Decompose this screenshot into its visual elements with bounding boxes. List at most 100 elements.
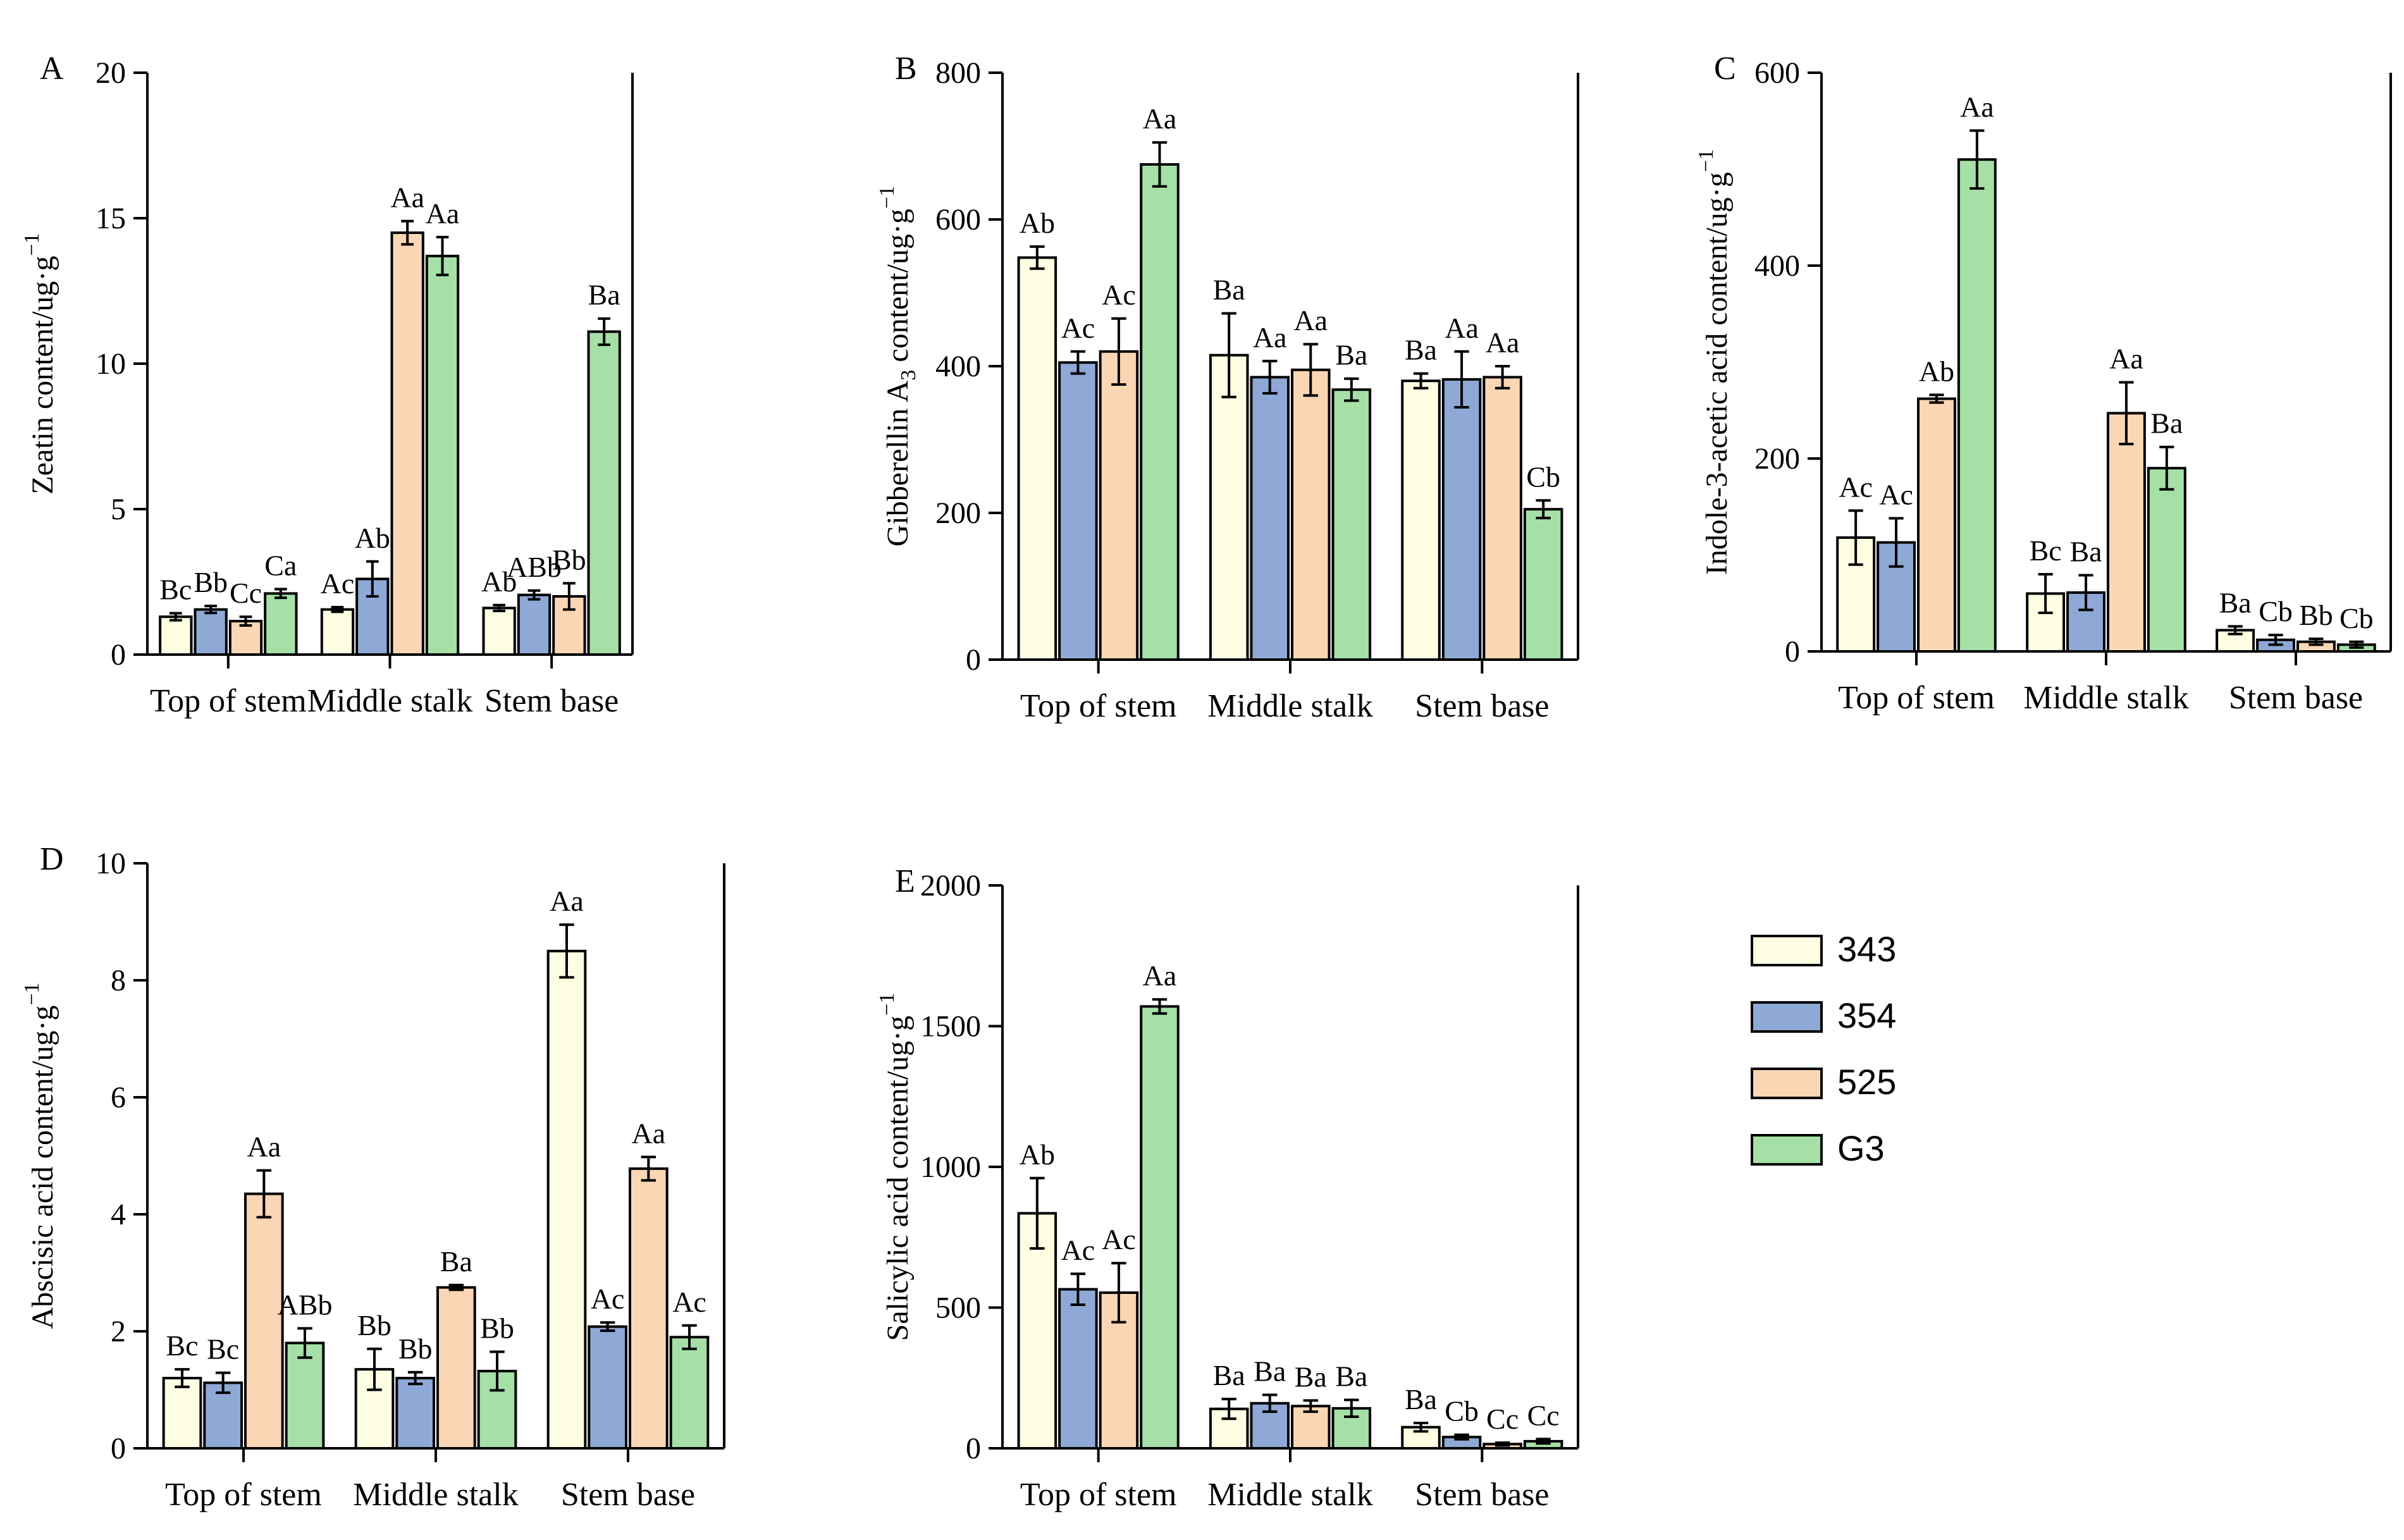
significance-label: Bc xyxy=(166,1329,198,1362)
y-tick-label: 200 xyxy=(935,496,981,530)
bar-525-middle-stalk xyxy=(2107,412,2146,653)
bar-354-stem-base xyxy=(588,1325,628,1450)
y-tick-label: 2000 xyxy=(920,869,981,902)
bar-343-middle-stalk xyxy=(354,1368,395,1450)
x-tick-label: Top of stem xyxy=(1020,1477,1177,1513)
error-bar xyxy=(297,1327,312,1359)
significance-label: Bc xyxy=(159,574,192,606)
bar-g3-middle-stalk xyxy=(425,254,460,656)
error-bar xyxy=(2308,638,2324,646)
error-bar xyxy=(2228,625,2243,636)
bar-343-stem-base xyxy=(1401,379,1441,661)
significance-label: Ba xyxy=(440,1245,472,1278)
significance-label: Cb xyxy=(1526,460,1560,493)
error-bar xyxy=(598,317,611,347)
significance-label: Ac xyxy=(672,1286,706,1318)
error-bar xyxy=(2349,640,2364,649)
bar-g3-top-of-stem xyxy=(1957,158,1997,653)
significance-label: Ac xyxy=(321,567,355,600)
error-bar xyxy=(1152,998,1168,1015)
panel-d: 0 2 4 6 8 10 D Abscisic acid content/ug·g−1 Top … xyxy=(20,841,725,1513)
bar-343-top-of-stem xyxy=(1017,1212,1057,1450)
error-bar xyxy=(1303,343,1318,397)
significance-label: Aa xyxy=(1293,304,1328,336)
significance-label: Aa xyxy=(390,182,424,214)
significance-label: Bc xyxy=(207,1333,239,1365)
bar-343-stem-base xyxy=(482,607,516,656)
significance-label: Aa xyxy=(1445,312,1479,344)
x-tick-label: Middle stalk xyxy=(2023,680,2188,716)
bar-525-top-of-stem xyxy=(1917,397,1956,653)
error-bar xyxy=(1221,1398,1236,1420)
x-tick-label: Stem base xyxy=(2229,680,2363,716)
error-bar xyxy=(1889,517,1904,568)
error-bar xyxy=(1262,1393,1278,1414)
significance-label: Cc xyxy=(1527,1399,1560,1431)
bar-354-top-of-stem xyxy=(1058,1288,1098,1450)
x-tick-label: Top of stem xyxy=(165,1477,322,1513)
legend-label: 343 xyxy=(1837,929,1896,969)
error-bar xyxy=(493,603,506,612)
significance-label: Ba xyxy=(1335,1360,1367,1392)
error-bar xyxy=(1303,1399,1318,1414)
error-bar xyxy=(1070,1272,1086,1307)
error-bar xyxy=(1070,350,1086,375)
y-axis-title: Abscisic acid content/ug·g−1 xyxy=(20,982,59,1329)
significance-label: Aa xyxy=(632,1117,666,1149)
y-axis-title: Zeatin content/ug·g−1 xyxy=(20,233,59,494)
significance-label: Cc xyxy=(230,577,262,609)
bar-343-stem-base xyxy=(546,949,587,1450)
error-bar xyxy=(2038,573,2053,614)
error-bar xyxy=(490,1350,505,1392)
bar-354-middle-stalk xyxy=(395,1377,436,1450)
error-bar xyxy=(1413,1421,1429,1433)
significance-label: Cc xyxy=(1486,1403,1519,1435)
significance-label: Ac xyxy=(1061,312,1095,344)
error-bar xyxy=(1344,1398,1359,1419)
error-bar xyxy=(600,1321,615,1333)
bar-g3-stem-base xyxy=(587,330,621,656)
bar-354-top-of-stem xyxy=(1058,361,1098,661)
error-bar xyxy=(401,219,414,246)
y-tick-label: 20 xyxy=(96,56,126,90)
significance-label: Aa xyxy=(1960,91,1994,123)
bar-354-middle-stalk xyxy=(1250,376,1290,662)
error-bar xyxy=(448,1283,464,1291)
legend-swatch xyxy=(1751,935,1823,966)
error-bar xyxy=(169,612,182,622)
legend-label: G3 xyxy=(1837,1128,1885,1168)
significance-label: Ba xyxy=(1213,1359,1245,1391)
significance-label: Bb xyxy=(480,1312,514,1344)
error-bar xyxy=(1969,129,1985,190)
significance-label: Ba xyxy=(588,279,620,311)
significance-label: Aa xyxy=(1143,102,1177,135)
significance-label: Ba xyxy=(1295,1360,1327,1393)
error-bar xyxy=(1929,393,1944,404)
bar-525-middle-stalk xyxy=(390,231,424,656)
error-bar xyxy=(2119,381,2134,446)
x-tick-label: Middle stalk xyxy=(1207,1477,1372,1513)
error-bar xyxy=(175,1368,190,1388)
legend-swatch xyxy=(1751,1001,1823,1033)
legend: 343 354 525 G3 xyxy=(1751,929,1896,1168)
error-bar xyxy=(204,605,218,615)
y-tick-label: 10 xyxy=(96,347,126,381)
bar-525-top-of-stem xyxy=(1099,350,1139,661)
significance-label: Ba xyxy=(1405,1383,1437,1415)
panel-b: 0 200 400 600 800 B Gibberellin A3 content/ug·… xyxy=(875,51,1579,724)
bar-343-middle-stalk xyxy=(1209,1407,1249,1450)
error-bar xyxy=(2268,634,2283,646)
error-bar xyxy=(1536,499,1551,520)
significance-label: Ba xyxy=(2150,407,2183,440)
y-tick-label: 600 xyxy=(935,203,981,237)
significance-label: Aa xyxy=(247,1131,281,1163)
y-tick-label: 6 xyxy=(111,1081,126,1114)
legend-swatch xyxy=(1751,1134,1823,1166)
error-bar xyxy=(2159,445,2174,491)
significance-label: Ab xyxy=(1020,207,1055,239)
y-tick-label: 1000 xyxy=(920,1150,981,1184)
significance-label: Cb xyxy=(2259,595,2293,627)
y-tick-label: 5 xyxy=(111,493,126,526)
bar-525-stem-base xyxy=(629,1167,669,1450)
